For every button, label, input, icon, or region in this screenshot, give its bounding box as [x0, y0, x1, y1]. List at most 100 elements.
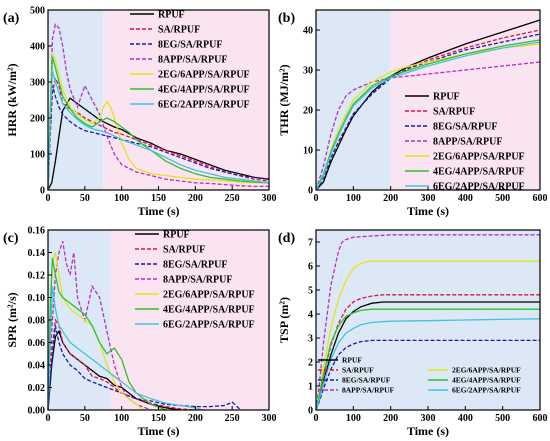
- series-line-SA/RPUF: [47, 318, 196, 411]
- legend-label: 8APP/SA/RPUF: [163, 275, 232, 286]
- y-tick-label: 10: [303, 146, 313, 157]
- series-line-8APP/SA/RPUF: [47, 241, 152, 411]
- series-line-6EG/2APP/SA/RPUF: [47, 71, 270, 191]
- series-line-4EG/4APP/SA/RPUF: [315, 308, 540, 411]
- panel-a: 0 50 100 150 200 250 300 0 100 200 300 400 500 Time (…: [3, 6, 277, 219]
- series-line-8EG/SA/RPUF: [315, 33, 541, 191]
- y-tick-label: 0.02: [28, 383, 46, 394]
- series-line-8EG/SA/RPUF: [315, 339, 540, 411]
- legend-label: RPUF: [163, 230, 190, 241]
- x-tick-label: 0: [314, 193, 319, 204]
- x-tick-label: 100: [346, 413, 361, 424]
- x-tick-label: 600: [533, 193, 548, 204]
- series-line-8APP/SA/RPUF: [47, 23, 269, 191]
- legend-label: SA/RPUF: [342, 366, 374, 375]
- y-tick-label: 0: [40, 186, 45, 197]
- shaded-band: [48, 10, 104, 190]
- y-tick-label: 200: [30, 114, 45, 125]
- x-axis-label: Time (s): [137, 424, 179, 438]
- x-axis-label: Time (s): [407, 424, 449, 438]
- legend-label: 6EG/2APP/SA/RPUF: [452, 386, 521, 395]
- x-tick-label: 200: [188, 413, 203, 424]
- series-line-RPUF: [315, 19, 541, 191]
- y-tick-label: 0.16: [28, 226, 46, 237]
- y-tick-label: 0.04: [28, 361, 46, 372]
- series-line-6EG/2APP/SA/RPUF: [47, 286, 203, 411]
- x-tick-label: 300: [421, 193, 436, 204]
- y-tick-label: 30: [303, 66, 313, 77]
- y-tick-label: 0.06: [28, 338, 46, 349]
- panel-label: (d): [278, 231, 295, 246]
- series-line-8EG/SA/RPUF: [47, 325, 240, 411]
- y-tick-label: 0: [308, 186, 313, 197]
- legend-label: 2EG/6APP/SA/RPUF: [163, 290, 255, 301]
- series-line-SA/RPUF: [47, 76, 270, 191]
- series-line-2EG/6APP/SA/RPUF: [47, 252, 145, 411]
- series-line-SA/RPUF: [315, 29, 541, 191]
- y-tick-label: 0.12: [28, 271, 46, 282]
- series-line-6EG/2APP/SA/RPUF: [315, 41, 541, 191]
- legend-label: 8EG/SA/RPUF: [158, 40, 222, 51]
- x-tick-label: 0: [46, 193, 51, 204]
- series-line-4EG/4APP/SA/RPUF: [315, 39, 541, 191]
- x-tick-label: 500: [495, 193, 510, 204]
- y-tick-label: 100: [30, 150, 45, 161]
- legend-label: 4EG/4APP/SA/RPUF: [433, 167, 525, 178]
- x-tick-label: 200: [383, 193, 398, 204]
- legend-label: RPUF: [158, 10, 185, 21]
- y-tick-label: 5: [308, 286, 313, 297]
- x-tick-label: 400: [458, 193, 473, 204]
- x-tick-label: 200: [188, 193, 203, 204]
- legend-label: 2EG/6APP/SA/RPUF: [158, 70, 250, 81]
- y-tick-label: 2: [308, 358, 313, 369]
- legend-label: 8APP/SA/RPUF: [433, 137, 502, 148]
- x-tick-label: 150: [151, 413, 166, 424]
- x-tick-label: 600: [533, 413, 548, 424]
- panel-b: 0 100 200 300 400 500 600 0 10 20 30 40 Time (s) THR …: [277, 9, 548, 218]
- series-line-8APP/SA/RPUF: [315, 234, 540, 411]
- y-axis-label: THR (MJ/m²): [277, 64, 291, 135]
- legend-label: 4EG/4APP/SA/RPUF: [452, 376, 521, 385]
- legend-label: RPUF: [342, 356, 362, 365]
- y-tick-label: 0: [308, 406, 313, 417]
- panel-label: (b): [278, 11, 295, 26]
- panel-d: 0 100 200 300 400 500 600 0 1 2 3 4 5 6 7 Time (s) TSP (…: [277, 229, 548, 438]
- legend-label: 8EG/SA/RPUF: [163, 260, 227, 271]
- y-tick-label: 0.14: [28, 248, 46, 259]
- y-tick-label: 1: [308, 382, 313, 393]
- y-axis-label: HRR (kW/m²): [5, 63, 19, 136]
- y-tick-label: 3: [308, 334, 313, 345]
- y-tick-label: 0.10: [28, 293, 46, 304]
- legend-label: RPUF: [433, 92, 460, 103]
- legend-label: 6EG/2APP/SA/RPUF: [158, 100, 250, 111]
- x-tick-label: 300: [262, 413, 277, 424]
- series-line-4EG/4APP/SA/RPUF: [47, 56, 270, 191]
- legend-label: 2EG/6APP/SA/RPUF: [433, 152, 525, 163]
- legend-label: 8EG/SA/RPUF: [433, 122, 497, 133]
- series-line-2EG/6APP/SA/RPUF: [47, 52, 269, 191]
- y-tick-label: 4: [308, 310, 313, 321]
- series-line-4EG/4APP/SA/RPUF: [47, 257, 167, 411]
- series-line-8EG/SA/RPUF: [47, 85, 270, 191]
- panel-label: (c): [3, 231, 19, 246]
- x-axis-label: Time (s): [137, 204, 179, 218]
- x-tick-label: 400: [458, 413, 473, 424]
- legend-label: 4EG/4APP/SA/RPUF: [158, 85, 250, 96]
- x-tick-label: 200: [383, 413, 398, 424]
- x-tick-label: 250: [225, 413, 240, 424]
- x-tick-label: 100: [114, 413, 129, 424]
- shaded-band: [103, 10, 269, 190]
- legend-label: 6EG/2APP/SA/RPUF: [433, 182, 525, 193]
- legend-label: SA/RPUF: [433, 107, 475, 118]
- legend: RPUF SA/RPUF 8EG/SA/RPUF 8APP/SA/RPUF 2EG/6A…: [130, 10, 250, 111]
- legend-label: 2EG/6APP/SA/RPUF: [452, 366, 521, 375]
- legend-label: 4EG/4APP/SA/RPUF: [163, 305, 255, 316]
- legend-label: 6EG/2APP/SA/RPUF: [163, 320, 255, 331]
- y-tick-label: 0.00: [28, 406, 46, 417]
- x-tick-label: 500: [495, 413, 510, 424]
- x-tick-label: 0: [314, 413, 319, 424]
- y-tick-label: 40: [303, 26, 313, 37]
- y-tick-label: 6: [308, 262, 313, 273]
- y-axis-label: TSP (m²): [277, 297, 291, 343]
